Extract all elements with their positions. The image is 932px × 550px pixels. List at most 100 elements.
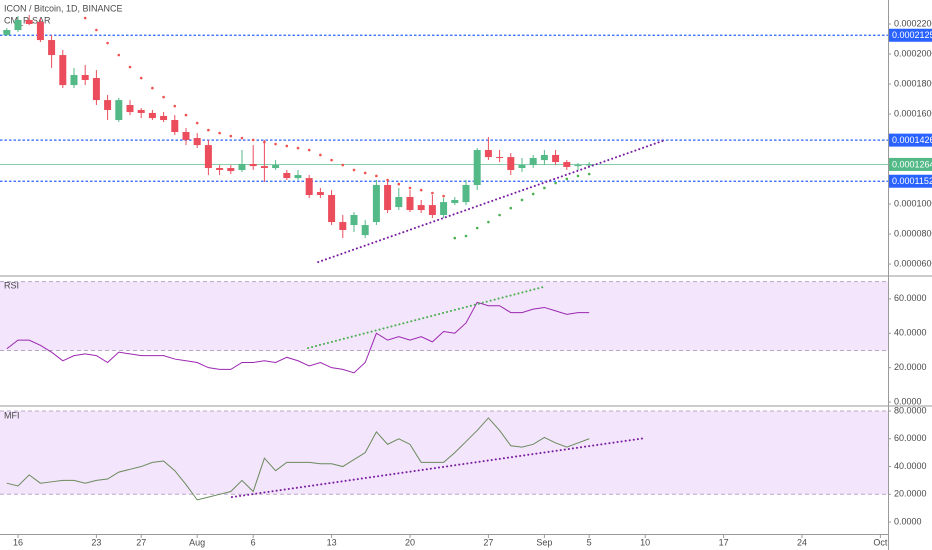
- sar-dot: [554, 181, 557, 185]
- x-tick-label: 16: [13, 537, 23, 547]
- candle-body: [462, 184, 470, 203]
- candle-body: [529, 157, 537, 166]
- candle-body: [395, 196, 403, 208]
- sar-dot: [184, 113, 188, 117]
- price-label: 0.0001264: [892, 159, 932, 169]
- y-tick-label: 0.0000: [894, 396, 922, 406]
- sar-dot: [83, 16, 87, 20]
- trendline: [307, 285, 545, 350]
- sar-dot: [307, 148, 311, 152]
- x-tick-label: 13: [327, 537, 337, 547]
- candle-body: [339, 222, 347, 230]
- sar-dot: [587, 172, 591, 176]
- price-label-box: [889, 157, 932, 171]
- candle-body: [552, 154, 560, 163]
- sar-dot: [464, 234, 468, 238]
- candle-body: [249, 163, 257, 167]
- candle-body: [496, 157, 504, 159]
- candle-body: [507, 157, 515, 170]
- price-label-box: [889, 133, 932, 147]
- indicator-band: [0, 281, 888, 351]
- sar-dot: [151, 86, 154, 90]
- sar-dot: [375, 174, 378, 178]
- candle-body: [384, 184, 392, 211]
- candle-body: [428, 205, 436, 215]
- candle-body: [160, 115, 168, 121]
- candle-body: [70, 75, 78, 86]
- x-tick-label: Oct: [873, 537, 888, 547]
- sar-dot: [520, 198, 524, 202]
- candle-body: [48, 40, 56, 56]
- candle-body: [92, 78, 100, 101]
- x-tick-label: 20: [405, 537, 415, 547]
- x-tick-label: 27: [136, 537, 146, 547]
- sar-dot: [565, 177, 569, 181]
- sar-dot: [397, 182, 401, 186]
- candle-body: [305, 178, 313, 196]
- sar-dot: [487, 220, 490, 224]
- candle-body: [238, 163, 246, 170]
- candle-body: [540, 154, 548, 161]
- price-label: 0.0002125: [892, 30, 932, 40]
- sar-dot: [386, 178, 389, 182]
- candle-body: [216, 168, 224, 170]
- candle-body: [36, 22, 44, 41]
- sar-dot: [475, 226, 479, 230]
- sar-dot: [128, 65, 132, 69]
- candle-body: [137, 109, 145, 113]
- candle-body: [182, 132, 190, 140]
- x-tick-label: 6: [251, 537, 256, 547]
- candle-body: [148, 112, 156, 119]
- sar-dot: [139, 76, 143, 80]
- y-tick-label: 80.0000: [894, 405, 927, 415]
- sar-dot: [218, 131, 221, 135]
- x-tick-label: Sep: [536, 537, 552, 547]
- indicator-band: [0, 411, 888, 495]
- candle-body: [272, 165, 280, 169]
- price-label-box: [889, 174, 932, 188]
- sar-dot: [263, 140, 266, 144]
- chart-title: MFI: [4, 410, 20, 420]
- chart-title: RSI: [4, 280, 19, 290]
- sar-dot: [207, 128, 210, 132]
- sar-dot: [419, 188, 423, 192]
- sar-dot: [240, 136, 244, 140]
- sar-dot: [509, 206, 513, 210]
- sar-dot: [319, 153, 322, 157]
- candle-body: [563, 162, 571, 167]
- y-tick-label: 0.0000600: [894, 258, 932, 268]
- x-tick-label: 23: [91, 537, 101, 547]
- sar-dot: [341, 163, 345, 167]
- candle-body: [294, 175, 302, 179]
- candle-body: [585, 164, 593, 166]
- trendline: [317, 138, 667, 264]
- sar-dot: [195, 121, 199, 125]
- candle-body: [204, 145, 212, 169]
- sar-dot: [352, 168, 356, 172]
- candle-body: [417, 205, 425, 211]
- candle-body: [316, 192, 324, 196]
- x-tick-label: 10: [640, 537, 650, 547]
- x-tick-label: 5: [587, 537, 592, 547]
- candle-body: [14, 19, 22, 31]
- sar-dot: [106, 41, 109, 45]
- y-tick-label: 0.0000: [894, 516, 922, 526]
- indicator-line: [6, 417, 590, 501]
- candle-body: [372, 184, 380, 223]
- candle-body: [260, 166, 268, 169]
- sar-dot: [431, 191, 434, 195]
- price-label-box: [889, 28, 932, 42]
- candle-body: [574, 165, 582, 167]
- candle-body: [171, 120, 179, 133]
- candle-body: [81, 75, 89, 80]
- x-tick-label: Aug: [189, 537, 205, 547]
- candle-body: [126, 105, 134, 113]
- x-tick-label: 24: [797, 537, 807, 547]
- chart-title: ICON / Bitcoin, 1D, BINANCE: [4, 3, 123, 13]
- sar-dot: [173, 104, 177, 108]
